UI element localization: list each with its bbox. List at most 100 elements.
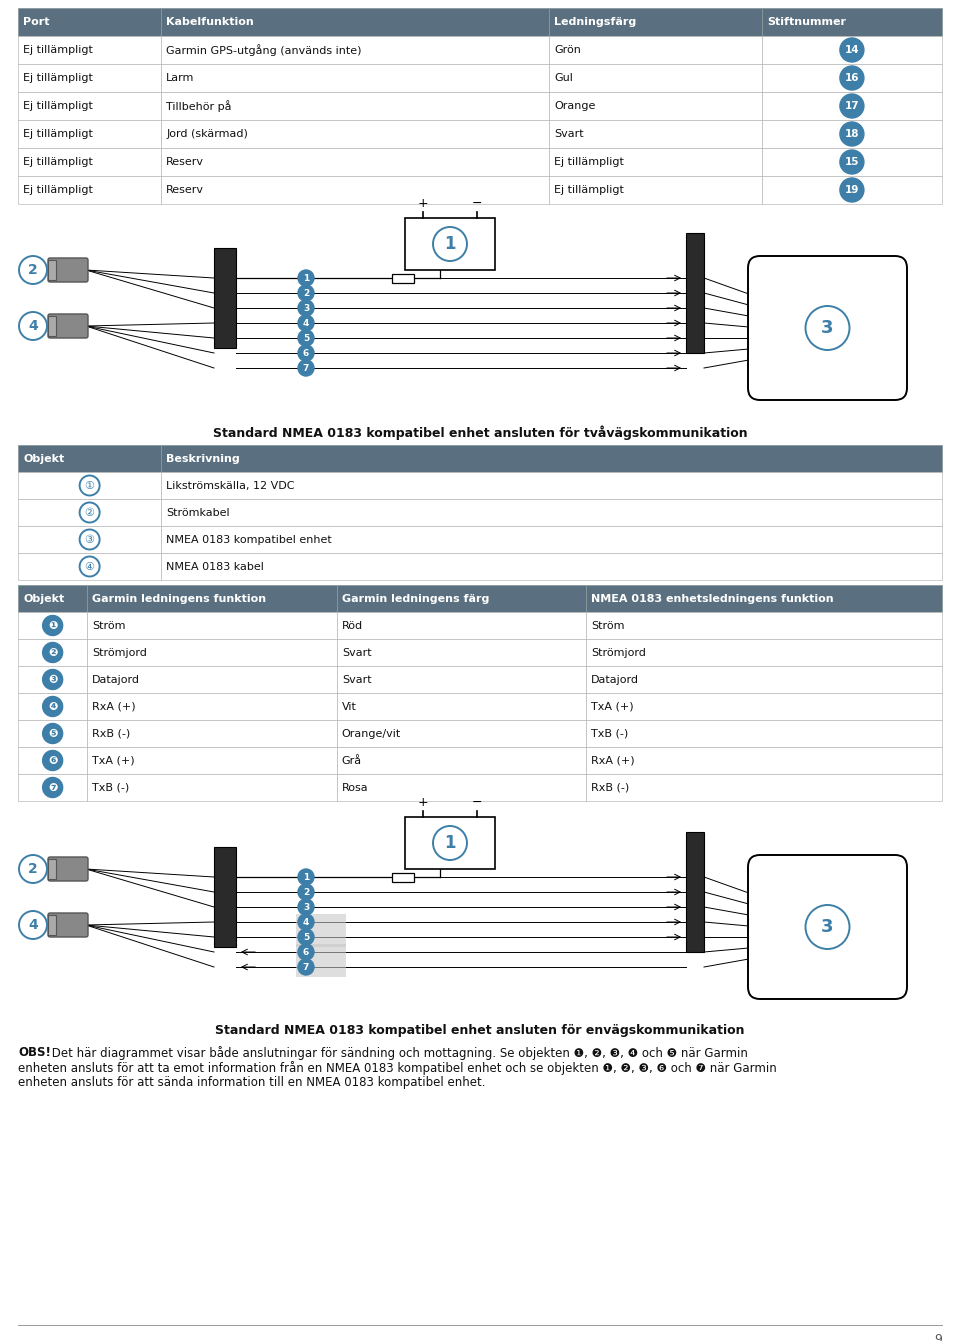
Bar — [18, 774, 87, 801]
Circle shape — [298, 330, 314, 346]
Text: 4: 4 — [302, 319, 309, 327]
Bar — [87, 747, 337, 774]
Text: ④: ④ — [84, 562, 95, 571]
Bar — [337, 666, 587, 693]
Text: Beskrivning: Beskrivning — [166, 453, 240, 464]
Bar — [762, 8, 942, 36]
Text: Ej tillämpligt: Ej tillämpligt — [23, 157, 93, 168]
Bar — [337, 774, 587, 801]
Text: Orange/vit: Orange/vit — [342, 728, 401, 739]
Bar — [549, 119, 762, 148]
Text: enheten ansluts för att sända information till en NMEA 0183 kompatibel enhet.: enheten ansluts för att sända informatio… — [18, 1075, 486, 1089]
Bar — [587, 640, 942, 666]
Text: 1: 1 — [444, 235, 456, 253]
Text: Ström: Ström — [92, 621, 126, 630]
Text: Jord (skärmad): Jord (skärmad) — [166, 129, 248, 139]
Text: Ej tillämpligt: Ej tillämpligt — [23, 101, 93, 111]
Text: 16: 16 — [845, 72, 859, 83]
Text: ❹: ❹ — [48, 701, 58, 712]
Bar — [18, 472, 161, 499]
Bar — [587, 666, 942, 693]
FancyBboxPatch shape — [48, 913, 88, 937]
Text: Strömjord: Strömjord — [92, 648, 147, 657]
Text: OBS!: OBS! — [18, 1046, 51, 1059]
Bar — [161, 499, 942, 526]
Text: Rosa: Rosa — [342, 783, 369, 793]
Bar — [392, 274, 414, 283]
Text: Svart: Svart — [554, 129, 584, 139]
Bar — [18, 747, 87, 774]
Text: Datajord: Datajord — [591, 675, 639, 684]
Text: Standard NMEA 0183 kompatibel enhet ansluten för envägskommunikation: Standard NMEA 0183 kompatibel enhet ansl… — [215, 1025, 745, 1037]
Bar — [686, 233, 704, 353]
Bar — [161, 119, 549, 148]
Circle shape — [298, 300, 314, 316]
Text: 2: 2 — [28, 263, 37, 278]
Circle shape — [42, 696, 62, 716]
FancyBboxPatch shape — [748, 856, 907, 999]
Bar — [18, 693, 87, 720]
Text: ①: ① — [84, 480, 95, 491]
Bar — [18, 499, 161, 526]
Bar — [549, 8, 762, 36]
Circle shape — [42, 669, 62, 689]
FancyBboxPatch shape — [48, 314, 88, 338]
Bar — [587, 720, 942, 747]
Bar — [762, 64, 942, 93]
Circle shape — [298, 315, 314, 331]
Bar — [549, 36, 762, 64]
Text: Larm: Larm — [166, 72, 195, 83]
Bar — [549, 93, 762, 119]
Bar — [587, 774, 942, 801]
Text: 1: 1 — [302, 274, 309, 283]
Circle shape — [298, 898, 314, 915]
Text: 18: 18 — [845, 129, 859, 139]
Text: ❺: ❺ — [48, 728, 58, 739]
Text: 3: 3 — [302, 902, 309, 912]
Bar — [18, 585, 87, 611]
Text: Kabelfunktion: Kabelfunktion — [166, 17, 254, 27]
Bar — [18, 64, 161, 93]
Bar — [87, 585, 337, 611]
Text: Reserv: Reserv — [166, 157, 204, 168]
Circle shape — [42, 616, 62, 636]
Text: Vit: Vit — [342, 701, 357, 712]
Text: RxA (+): RxA (+) — [92, 701, 136, 712]
Text: −: − — [471, 797, 482, 809]
Bar — [337, 640, 587, 666]
Text: +: + — [418, 197, 428, 211]
Circle shape — [840, 178, 864, 202]
Bar — [405, 219, 495, 270]
Text: NMEA 0183 enhetsledningens funktion: NMEA 0183 enhetsledningens funktion — [591, 594, 834, 603]
Circle shape — [298, 884, 314, 900]
Text: Ej tillämpligt: Ej tillämpligt — [23, 129, 93, 139]
Text: RxB (-): RxB (-) — [591, 783, 630, 793]
Text: Likströmskälla, 12 VDC: Likströmskälla, 12 VDC — [166, 480, 295, 491]
Text: 6: 6 — [302, 349, 309, 358]
Text: 15: 15 — [845, 157, 859, 168]
Circle shape — [840, 66, 864, 90]
Bar — [549, 148, 762, 176]
Bar — [214, 848, 236, 947]
Text: 4: 4 — [302, 917, 309, 927]
Bar — [18, 176, 161, 204]
Circle shape — [840, 94, 864, 118]
Text: 6: 6 — [302, 948, 309, 956]
Text: 3: 3 — [302, 303, 309, 312]
Circle shape — [298, 359, 314, 375]
Bar — [686, 831, 704, 952]
Bar — [549, 64, 762, 93]
Text: enheten ansluts för att ta emot information från en NMEA 0183 kompatibel enhet o: enheten ansluts för att ta emot informat… — [18, 1061, 777, 1075]
Bar — [337, 611, 587, 640]
Text: Port: Port — [23, 17, 50, 27]
Text: Ej tillämpligt: Ej tillämpligt — [23, 185, 93, 194]
Bar — [48, 316, 56, 337]
Bar — [296, 915, 346, 947]
Text: Gul: Gul — [554, 72, 573, 83]
Text: ❸: ❸ — [48, 675, 58, 684]
Circle shape — [840, 122, 864, 146]
Bar — [587, 693, 942, 720]
Text: 3: 3 — [821, 919, 833, 936]
Text: 7: 7 — [302, 363, 309, 373]
Text: ❶: ❶ — [48, 621, 58, 630]
